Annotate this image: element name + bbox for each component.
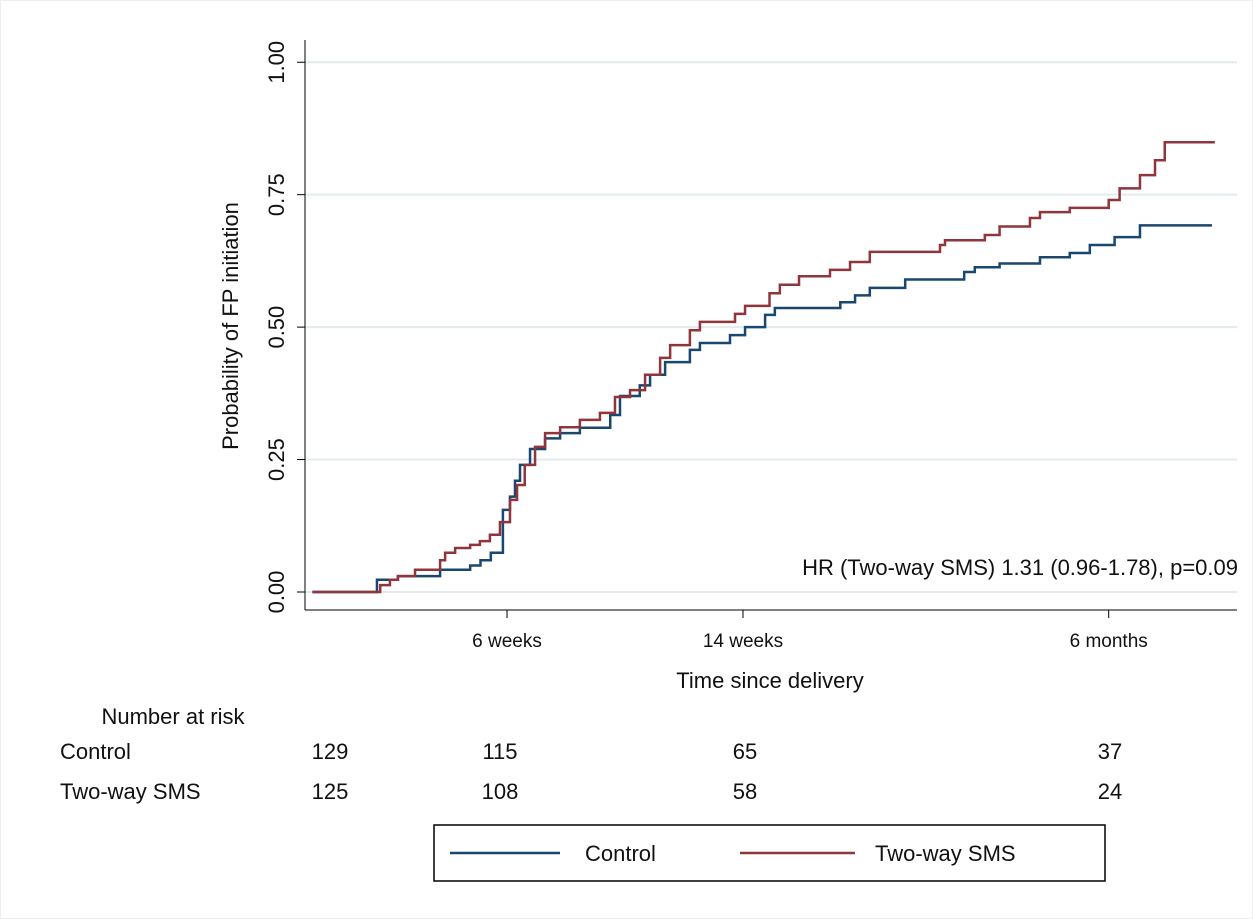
x-tick-label: 6 months bbox=[1070, 631, 1148, 652]
risk-title: Number at risk bbox=[101, 704, 245, 729]
y-tick-label: 0.00 bbox=[264, 571, 289, 614]
risk-value: 37 bbox=[1098, 739, 1122, 764]
y-tick-label: 0.50 bbox=[264, 306, 289, 349]
risk-row-name: Control bbox=[60, 739, 131, 764]
risk-value: 115 bbox=[482, 739, 517, 764]
x-tick-label: 14 weeks bbox=[703, 631, 783, 652]
x-axis-label: Time since delivery bbox=[676, 668, 863, 693]
risk-value: 108 bbox=[482, 779, 519, 804]
y-tick-label: 1.00 bbox=[264, 41, 289, 84]
risk-value: 24 bbox=[1098, 779, 1122, 804]
legend-label: Two-way SMS bbox=[875, 841, 1016, 866]
y-tick-label: 0.25 bbox=[264, 438, 289, 481]
annotation: HR (Two-way SMS) 1.31 (0.96-1.78), p=0.0… bbox=[802, 555, 1238, 580]
risk-value: 65 bbox=[733, 739, 757, 764]
legend-label: Control bbox=[585, 841, 656, 866]
legend-box bbox=[433, 824, 1106, 882]
survival-curve bbox=[312, 224, 1212, 594]
risk-row-name: Two-way SMS bbox=[60, 779, 201, 804]
risk-value: 125 bbox=[312, 779, 349, 804]
x-tick-label: 6 weeks bbox=[472, 631, 542, 652]
risk-value: 58 bbox=[733, 779, 757, 804]
y-tick-label: 0.75 bbox=[264, 173, 289, 216]
survival-curve bbox=[312, 140, 1215, 594]
y-axis-label: Probability of FP initiation bbox=[218, 202, 243, 450]
risk-value: 129 bbox=[312, 739, 349, 764]
